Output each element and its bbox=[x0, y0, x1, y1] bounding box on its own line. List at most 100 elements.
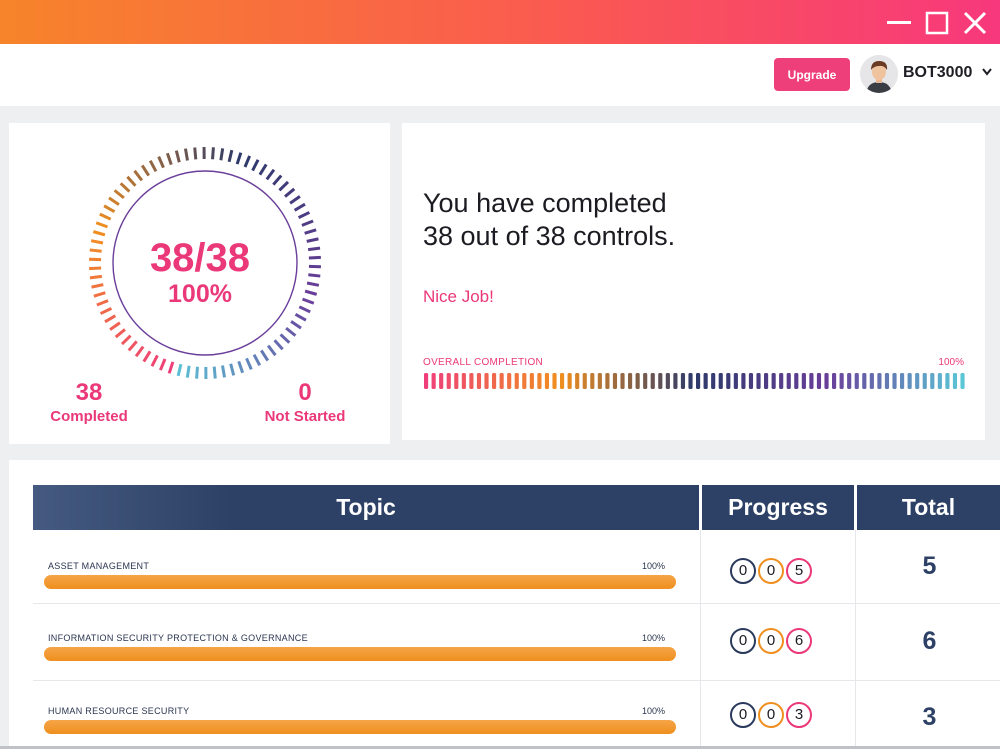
ring-segment bbox=[126, 175, 137, 187]
overall-completion-label: OVERALL COMPLETION bbox=[423, 357, 544, 368]
overall-bar-segment bbox=[960, 373, 965, 389]
ring-segment bbox=[140, 164, 150, 177]
ring-segment bbox=[89, 266, 102, 271]
ring-segment bbox=[237, 360, 245, 374]
window-title-bar bbox=[0, 0, 1000, 44]
completed-count: 38 bbox=[75, 379, 103, 406]
close-icon[interactable] bbox=[960, 8, 990, 38]
topic-progress-bar bbox=[44, 575, 676, 589]
overall-bar-segment bbox=[711, 373, 716, 389]
overall-bar-segment bbox=[945, 373, 950, 389]
ring-segment bbox=[142, 350, 152, 363]
ring-segment bbox=[150, 354, 159, 367]
chevron-down-icon[interactable] bbox=[981, 66, 993, 78]
ring-segment bbox=[272, 174, 283, 186]
ring-segment bbox=[90, 239, 104, 245]
row-divider bbox=[33, 603, 1000, 604]
ring-segment bbox=[289, 195, 301, 205]
overall-bar-segment bbox=[930, 373, 935, 389]
in-progress-counter: 0 bbox=[758, 558, 784, 584]
overall-bar-segment bbox=[688, 373, 693, 389]
topic-label: ASSET MANAGEMENT bbox=[48, 561, 150, 571]
not-started-counter: 0 bbox=[730, 702, 756, 728]
ring-segment bbox=[113, 189, 125, 200]
username[interactable]: BOT3000 bbox=[903, 64, 973, 81]
topic-total: 3 bbox=[922, 703, 937, 731]
topic-progress-bar bbox=[44, 647, 676, 661]
overall-bar-segment bbox=[665, 373, 670, 389]
ring-segment bbox=[99, 306, 113, 315]
ring-segment bbox=[108, 196, 120, 206]
column-header-progress: Progress bbox=[702, 485, 854, 530]
overall-bar-segment bbox=[643, 373, 648, 389]
progress-counters: 0 0 3 bbox=[730, 702, 820, 728]
overall-bar-segment bbox=[650, 373, 655, 389]
ring-segment bbox=[301, 219, 314, 227]
ring-segment bbox=[95, 221, 108, 229]
overall-bar-segment bbox=[832, 373, 837, 389]
ring-segment bbox=[251, 159, 260, 172]
overall-bar-segment bbox=[484, 373, 489, 389]
ring-segment bbox=[260, 349, 270, 362]
ring-segment bbox=[308, 273, 321, 278]
ring-segment bbox=[89, 248, 102, 253]
table-row[interactable]: INFORMATION SECURITY PROTECTION & GOVERN… bbox=[33, 604, 1000, 676]
ring-segment bbox=[258, 163, 268, 176]
ring-segment bbox=[103, 204, 116, 214]
overall-bar-segment bbox=[454, 373, 459, 389]
ring-segment bbox=[195, 366, 199, 379]
topic-percent: 100% bbox=[641, 706, 665, 716]
overall-bar-segment bbox=[469, 373, 474, 389]
ring-segment bbox=[265, 168, 276, 181]
ring-segment bbox=[219, 148, 225, 161]
ring-segment bbox=[266, 344, 277, 357]
column-header-total: Total bbox=[857, 485, 1000, 530]
ring-segment bbox=[302, 297, 315, 305]
completion-fraction: 38/38 bbox=[149, 236, 251, 280]
completion-percent: 100% bbox=[168, 280, 232, 308]
topic-percent: 100% bbox=[641, 561, 665, 571]
table-row[interactable]: HUMAN RESOURCE SECURITY 100% 0 0 3 3 bbox=[33, 681, 1000, 749]
not-started-count: 0 bbox=[298, 379, 312, 406]
maximize-icon[interactable] bbox=[922, 8, 952, 38]
in-progress-counter: 0 bbox=[758, 628, 784, 654]
ring-segment bbox=[297, 211, 311, 220]
ring-segment bbox=[114, 328, 126, 339]
column-divider bbox=[855, 530, 856, 749]
in-progress-counter: 0 bbox=[758, 702, 784, 728]
progress-counters: 0 0 6 bbox=[730, 628, 820, 654]
ring-segment bbox=[227, 149, 234, 163]
overall-bar-segment bbox=[522, 373, 527, 389]
row-divider bbox=[33, 680, 1000, 681]
overall-bar-segment bbox=[567, 373, 572, 389]
overall-bar-segment bbox=[597, 373, 602, 389]
ring-segment bbox=[157, 156, 165, 169]
upgrade-button[interactable]: Upgrade bbox=[774, 58, 850, 91]
overall-bar-segment bbox=[537, 373, 542, 389]
overall-bar-segment bbox=[733, 373, 738, 389]
minimize-icon[interactable] bbox=[884, 8, 914, 38]
person-icon bbox=[860, 55, 898, 93]
table-row[interactable]: ASSET MANAGEMENT 100% 0 0 5 5 bbox=[33, 530, 1000, 602]
overall-bar-segment bbox=[816, 373, 822, 389]
app-header: Upgrade BOT3000 bbox=[0, 44, 1000, 106]
ring-segment bbox=[290, 320, 302, 330]
overall-bar-segment bbox=[446, 373, 451, 389]
overall-completion-percent: 100% bbox=[938, 357, 964, 368]
column-header-topic: Topic bbox=[33, 485, 699, 530]
window-bottom-edge bbox=[0, 746, 1000, 749]
topic-label: INFORMATION SECURITY PROTECTION & GOVERN… bbox=[48, 633, 308, 643]
ring-segment bbox=[211, 147, 215, 160]
topic-total: 5 bbox=[922, 552, 937, 580]
user-avatar[interactable] bbox=[860, 55, 898, 93]
overall-bar-segment bbox=[877, 373, 882, 389]
overall-bar-segment bbox=[424, 373, 429, 389]
overall-bar-segment bbox=[612, 373, 618, 389]
ring-segment bbox=[120, 334, 132, 346]
overall-bar-segment bbox=[605, 373, 610, 389]
overall-bar-segment bbox=[952, 373, 958, 389]
ring-segment bbox=[89, 274, 103, 280]
ring-segment bbox=[93, 291, 106, 298]
completion-ring bbox=[89, 146, 321, 380]
ring-segment bbox=[298, 305, 311, 314]
